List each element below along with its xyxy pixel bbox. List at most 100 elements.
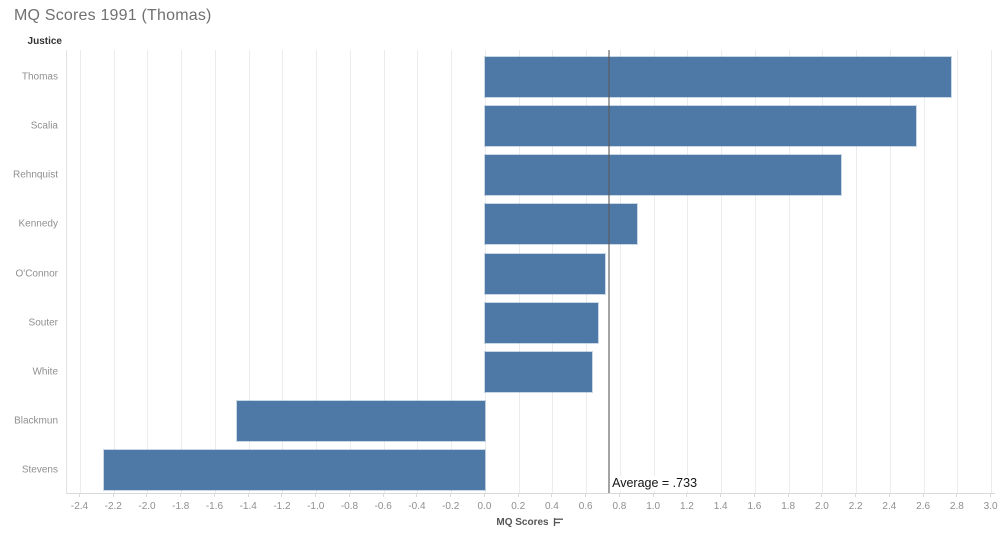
sort-descending-icon[interactable] bbox=[553, 517, 564, 527]
x-tick-label--0.6: -0.6 bbox=[374, 501, 392, 512]
row-label-stevens: Stevens bbox=[21, 464, 58, 476]
tick-mark-0.2 bbox=[517, 493, 519, 497]
tick-mark-1.6 bbox=[753, 493, 755, 497]
x-tick-label-0.2: 0.2 bbox=[511, 501, 526, 512]
gridline-x--1.4 bbox=[248, 50, 250, 493]
bar-scalia[interactable] bbox=[485, 105, 916, 146]
tick-mark-2.6 bbox=[922, 493, 924, 497]
gridline-x-1.6 bbox=[754, 50, 756, 493]
tick-mark--2.0 bbox=[146, 493, 148, 497]
bar-thomas[interactable] bbox=[485, 56, 952, 97]
x-tick-label-1.2: 1.2 bbox=[679, 501, 694, 512]
x-tick-label-0.0: 0.0 bbox=[477, 501, 492, 512]
tick-mark-0.6 bbox=[585, 493, 587, 497]
bar-oconnor[interactable] bbox=[485, 253, 606, 294]
x-tick-label--2.2: -2.2 bbox=[104, 501, 122, 512]
x-tick-label--1.0: -1.0 bbox=[307, 501, 325, 512]
bar-kennedy[interactable] bbox=[485, 204, 638, 245]
gridline-x-0.8 bbox=[619, 50, 621, 493]
row-label-scalia: Scalia bbox=[30, 120, 58, 132]
gridline-x-1.2 bbox=[687, 50, 689, 493]
gridline-x--0.8 bbox=[349, 50, 351, 493]
gridline-x--1.2 bbox=[282, 50, 284, 493]
x-tick-label-0.4: 0.4 bbox=[544, 501, 559, 512]
tick-mark-3.0 bbox=[990, 493, 992, 497]
gridline-x-2.4 bbox=[889, 50, 891, 493]
x-tick-label--1.6: -1.6 bbox=[205, 501, 224, 512]
gridline-x--2.2 bbox=[113, 50, 115, 493]
x-tick-label-1.8: 1.8 bbox=[781, 501, 796, 512]
tick-mark--0.8 bbox=[348, 493, 350, 497]
tick-mark-2.0 bbox=[821, 493, 823, 497]
chart-title: MQ Scores 1991 (Thomas) bbox=[14, 7, 212, 24]
x-tick-label-2.4: 2.4 bbox=[882, 501, 897, 512]
gridline-x--2.0 bbox=[147, 50, 149, 493]
x-tick-label-3.0: 3.0 bbox=[983, 501, 998, 512]
gridline-x--0.2 bbox=[451, 50, 453, 493]
gridline-x-1.4 bbox=[721, 50, 723, 493]
row-label-souter: Souter bbox=[28, 317, 58, 329]
gridline-x--2.4 bbox=[79, 50, 81, 493]
x-tick-label-0.8: 0.8 bbox=[612, 501, 627, 512]
tick-mark--1.8 bbox=[180, 493, 182, 497]
tick-mark--0.6 bbox=[382, 493, 384, 497]
x-tick-label-1.0: 1.0 bbox=[646, 501, 661, 512]
tick-mark-0.8 bbox=[618, 493, 620, 497]
x-tick-label-1.4: 1.4 bbox=[713, 501, 728, 512]
x-tick-label--0.2: -0.2 bbox=[442, 501, 460, 512]
plot-area: Average = .733 bbox=[66, 50, 995, 494]
row-label-thomas: Thomas bbox=[21, 71, 58, 83]
tick-mark-0.4 bbox=[551, 493, 553, 497]
bar-stevens[interactable] bbox=[104, 450, 486, 491]
x-tick-label-0.6: 0.6 bbox=[578, 501, 593, 512]
gridline-x-2.0 bbox=[822, 50, 824, 493]
tick-mark-0.0 bbox=[483, 493, 485, 497]
x-tick-label--0.4: -0.4 bbox=[408, 501, 426, 512]
tick-mark--0.4 bbox=[416, 493, 418, 497]
gridline-x--1.0 bbox=[316, 50, 318, 493]
bar-blackmun[interactable] bbox=[237, 401, 486, 442]
x-tick-label--1.8: -1.8 bbox=[172, 501, 190, 512]
x-tick-label-2.0: 2.0 bbox=[814, 501, 829, 512]
gridline-x--0.4 bbox=[417, 50, 419, 493]
x-tick-label-2.8: 2.8 bbox=[949, 501, 964, 512]
tick-mark-2.2 bbox=[855, 493, 857, 497]
average-annotation: Average = .733 bbox=[610, 476, 701, 491]
bar-souter[interactable] bbox=[485, 302, 599, 343]
tick-mark-1.2 bbox=[686, 493, 688, 497]
gridline-x-2.6 bbox=[923, 50, 925, 493]
x-tick-label--2.0: -2.0 bbox=[138, 501, 156, 512]
gridline-x--1.6 bbox=[214, 50, 216, 493]
tick-mark-1.4 bbox=[720, 493, 722, 497]
gridline-x-2.8 bbox=[957, 50, 959, 493]
tick-mark--1.4 bbox=[247, 493, 249, 497]
x-axis-title: MQ Scores bbox=[66, 515, 994, 529]
gridline-x--1.8 bbox=[181, 50, 183, 493]
tick-mark-2.8 bbox=[956, 493, 958, 497]
row-label-rehnquist: Rehnquist bbox=[12, 169, 58, 181]
tick-mark--1.6 bbox=[213, 493, 215, 497]
tick-mark--0.2 bbox=[450, 493, 452, 497]
gridline-x-3.0 bbox=[991, 50, 993, 493]
row-label-blackmun: Blackmun bbox=[14, 415, 58, 427]
x-tick-label-2.2: 2.2 bbox=[848, 501, 863, 512]
row-label-oconnor: O'Connor bbox=[15, 268, 59, 279]
bar-white[interactable] bbox=[485, 351, 592, 392]
x-tick-label--0.8: -0.8 bbox=[340, 501, 359, 512]
x-tick-label--2.4: -2.4 bbox=[70, 501, 89, 512]
x-tick-label-1.6: 1.6 bbox=[747, 501, 762, 512]
x-tick-label-2.6: 2.6 bbox=[916, 501, 931, 512]
row-header-justice: Justice bbox=[27, 36, 62, 47]
tick-mark--2.4 bbox=[78, 493, 80, 497]
tick-mark-1.8 bbox=[787, 493, 789, 497]
bar-rehnquist[interactable] bbox=[485, 155, 842, 196]
average-reference-line[interactable] bbox=[608, 50, 611, 493]
tick-mark-1.0 bbox=[652, 493, 654, 497]
gridline-x-2.2 bbox=[856, 50, 858, 493]
tick-mark--2.2 bbox=[112, 493, 114, 497]
gridline-x-1.8 bbox=[788, 50, 790, 493]
row-label-kennedy: Kennedy bbox=[18, 218, 58, 230]
tick-mark--1.0 bbox=[315, 493, 317, 497]
row-label-white: White bbox=[32, 366, 58, 378]
